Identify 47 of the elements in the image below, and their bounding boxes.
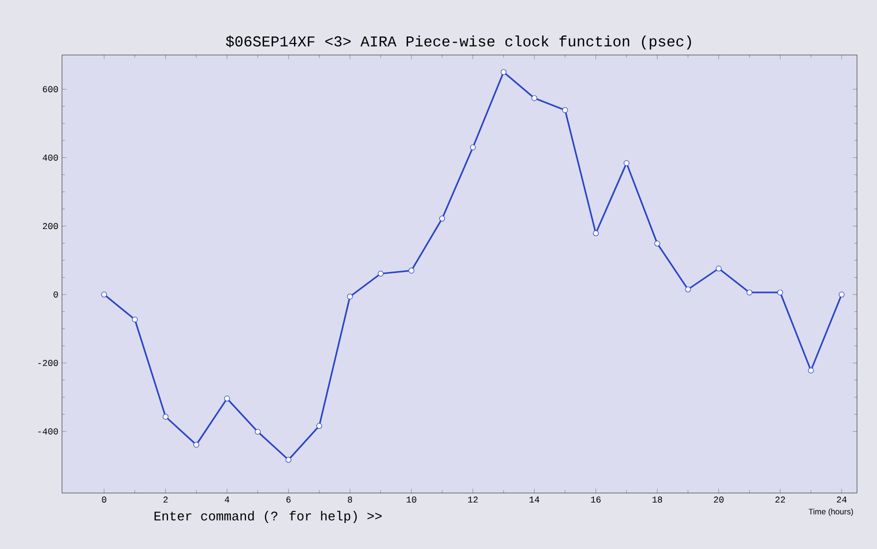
point: [777, 290, 784, 296]
x-tick-label: 24: [836, 496, 847, 503]
y-tick-label: 200: [42, 223, 58, 230]
y-tick-label: 600: [42, 86, 58, 92]
point: [101, 292, 108, 298]
point: [254, 428, 261, 435]
point: [808, 368, 814, 374]
point: [286, 456, 292, 463]
point: [592, 230, 599, 236]
point: [193, 442, 200, 448]
point: [624, 160, 630, 166]
x-tick-label: 18: [652, 496, 662, 503]
point: [654, 240, 660, 246]
point: [162, 414, 168, 420]
point: [716, 266, 722, 272]
y-tick-label: -200: [38, 360, 58, 366]
x-tick-label: 14: [530, 496, 540, 502]
point: [562, 107, 568, 113]
point: [500, 69, 507, 75]
x-tick-label: 0: [102, 496, 106, 503]
x-axis-title: Time (hours): [808, 508, 853, 516]
point: [408, 268, 414, 274]
x-tick-label: 6: [286, 496, 291, 503]
y-tick-label: 400: [42, 154, 58, 161]
point: [470, 144, 476, 150]
x-tick-label: 22: [775, 496, 785, 503]
x-tick-label: 8: [348, 496, 352, 503]
point: [132, 316, 138, 322]
x-tick-label: 10: [406, 496, 416, 503]
x-tick-label: 16: [591, 496, 601, 503]
x-tick-label: 20: [714, 496, 724, 503]
chart-title: $06SEP14XF <3> AIRA Piece-wise clock function (psec): [226, 35, 691, 50]
x-tick-label: 2: [163, 496, 168, 503]
point: [439, 216, 446, 222]
point: [685, 286, 691, 292]
text: Enter command (? for help) >>: [154, 510, 382, 524]
x-tick-label: 4: [224, 496, 230, 502]
point: [347, 294, 353, 300]
point: [746, 290, 752, 296]
x-tick-label: 12: [468, 496, 478, 503]
point: [378, 270, 384, 277]
point: [316, 423, 322, 429]
y-tick-label: -400: [38, 428, 58, 434]
point: [224, 396, 230, 402]
point: [838, 292, 845, 298]
y-tick-label: 0: [54, 291, 58, 298]
point: [531, 95, 538, 102]
